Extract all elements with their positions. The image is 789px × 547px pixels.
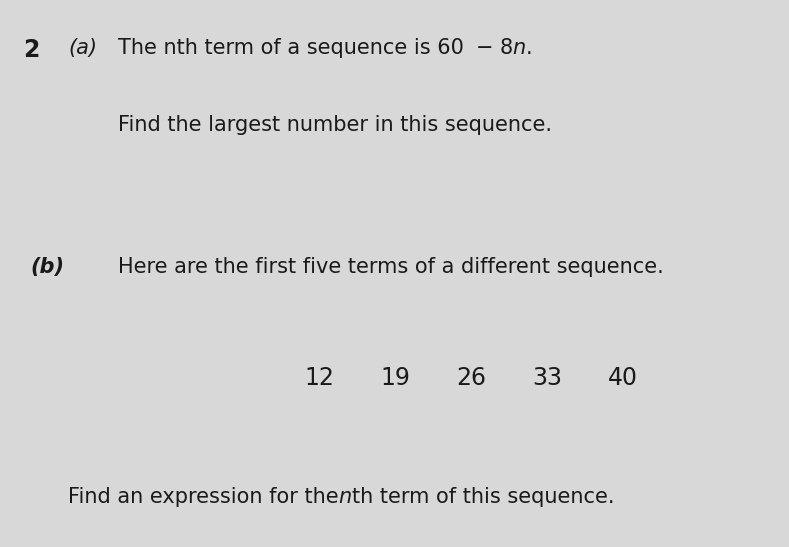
Text: Here are the first five terms of a different sequence.: Here are the first five terms of a diffe… xyxy=(118,257,664,277)
Text: Find the largest number in this sequence.: Find the largest number in this sequence… xyxy=(118,115,552,135)
Text: $-$ 8$n$.: $-$ 8$n$. xyxy=(475,38,532,59)
Text: 19: 19 xyxy=(380,366,410,391)
Text: 2: 2 xyxy=(23,38,39,62)
Text: $n$: $n$ xyxy=(338,487,352,507)
Text: 33: 33 xyxy=(532,366,562,391)
Text: The nth term of a sequence is 60: The nth term of a sequence is 60 xyxy=(118,38,464,59)
Text: th term of this sequence.: th term of this sequence. xyxy=(352,487,615,507)
Text: 12: 12 xyxy=(305,366,334,391)
Text: Find an expression for the: Find an expression for the xyxy=(69,487,346,507)
Text: (a): (a) xyxy=(69,38,97,59)
Text: (b): (b) xyxy=(31,257,65,277)
Text: 26: 26 xyxy=(456,366,486,391)
Text: 40: 40 xyxy=(608,366,638,391)
